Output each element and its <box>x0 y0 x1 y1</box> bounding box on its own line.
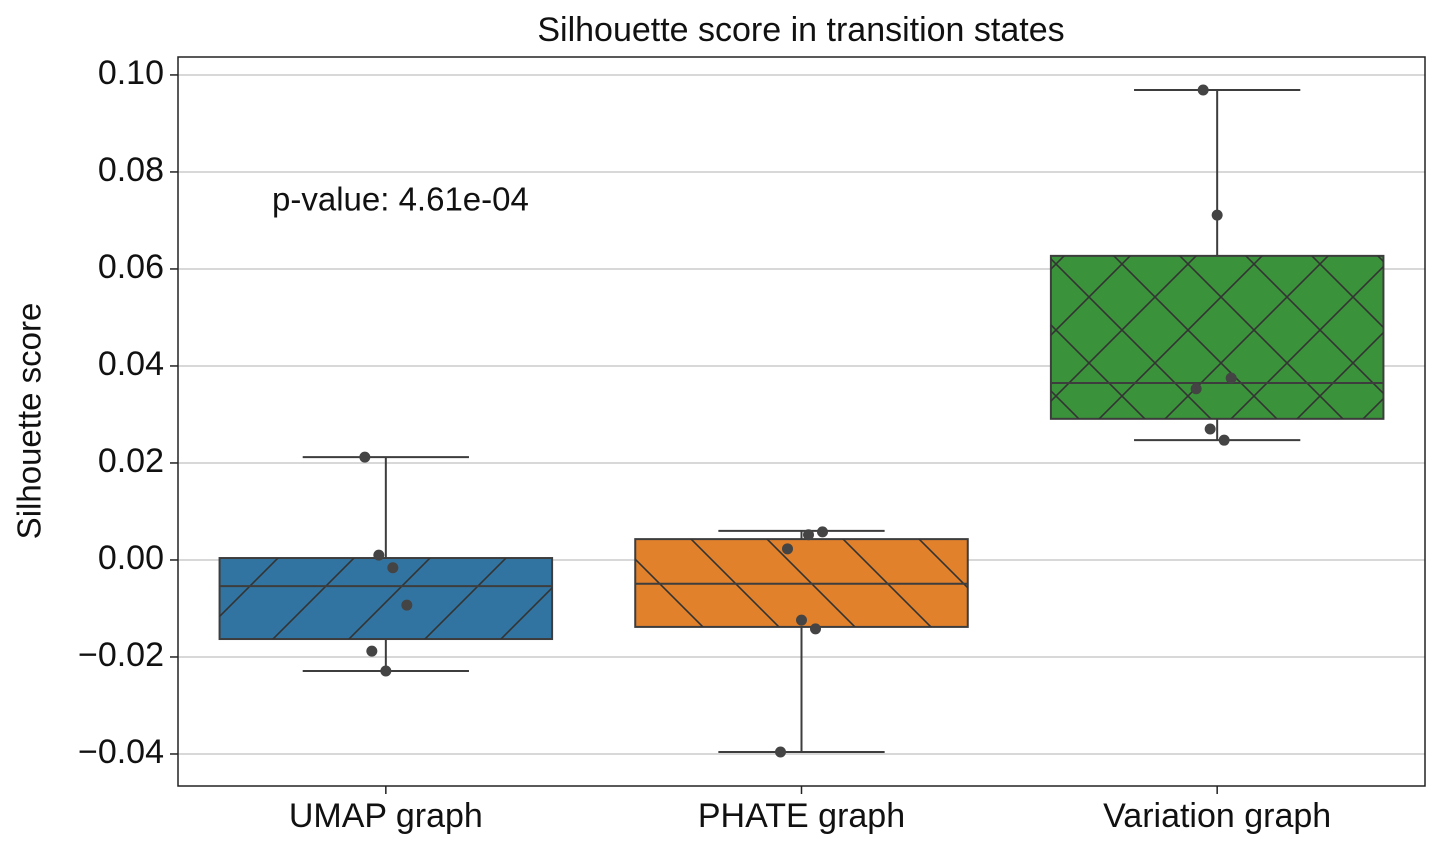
y-tick-label: 0.08 <box>98 151 164 189</box>
data-point <box>1190 383 1202 395</box>
data-point <box>380 665 392 677</box>
box-hatch <box>1050 255 1384 419</box>
data-point <box>1218 434 1230 446</box>
data-point <box>810 623 821 635</box>
data-point <box>1211 209 1223 221</box>
data-point <box>387 562 399 574</box>
data-point <box>782 543 793 555</box>
data-point <box>1225 372 1237 384</box>
y-axis-label: Silhouette score <box>11 303 48 540</box>
data-point <box>817 526 828 538</box>
y-tick-label: 0.06 <box>98 248 164 286</box>
data-point <box>775 746 786 758</box>
y-tick-label: −0.02 <box>78 636 164 674</box>
x-tick-label: UMAP graph <box>289 797 483 835</box>
x-tick-label: Variation graph <box>1103 797 1331 835</box>
y-tick-label: 0.02 <box>98 442 164 480</box>
chart-title: Silhouette score in transition states <box>537 11 1064 49</box>
data-point <box>373 549 385 561</box>
data-point <box>401 599 413 611</box>
data-point <box>1197 84 1209 96</box>
data-point <box>796 614 807 626</box>
y-tick-label: 0.00 <box>98 539 164 577</box>
data-point <box>803 529 814 541</box>
plot-frame <box>177 56 1426 787</box>
box-hatch <box>219 558 553 640</box>
y-tick-label: 0.10 <box>98 54 164 92</box>
y-tick-label: 0.04 <box>98 345 164 383</box>
data-point <box>366 645 378 657</box>
x-tick-label: PHATE graph <box>698 797 905 835</box>
data-point <box>359 451 371 463</box>
y-tick-label: −0.04 <box>78 733 164 771</box>
annotation: p-value: 4.61e-04 <box>272 181 529 218</box>
data-point <box>1204 423 1216 435</box>
